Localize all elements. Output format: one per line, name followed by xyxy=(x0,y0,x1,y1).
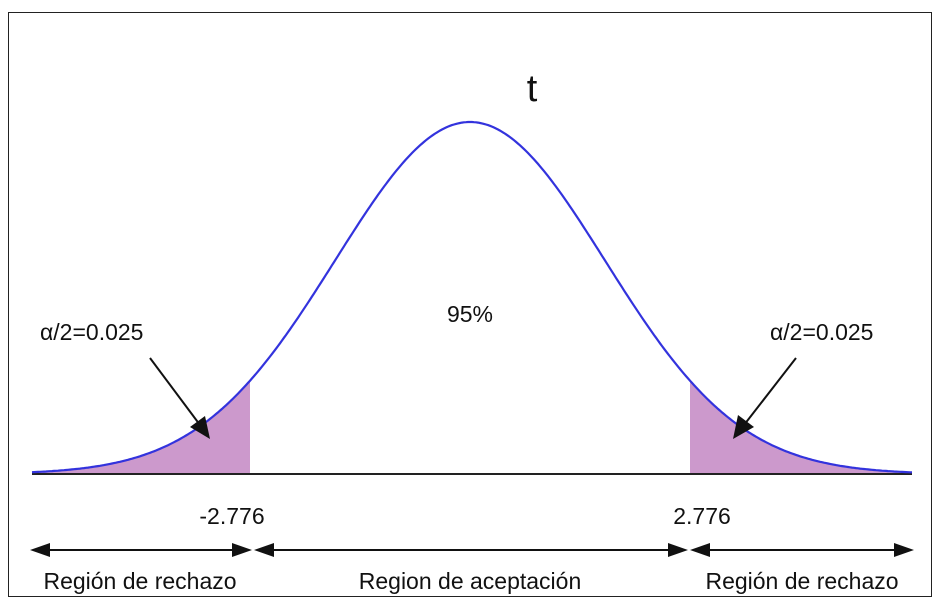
region-left-label: Región de rechazo xyxy=(43,568,236,594)
alpha-left-pointer-arrow xyxy=(149,357,210,439)
region-right-arrow xyxy=(690,543,914,557)
acceptance-percentage-label: 95% xyxy=(447,301,493,327)
alpha-left-label: α/2=0.025 xyxy=(40,319,143,345)
critical-value-left-label: -2.776 xyxy=(199,503,264,529)
right-rejection-tail-shading xyxy=(690,380,912,474)
alpha-right-label: α/2=0.025 xyxy=(770,319,873,345)
figure-frame xyxy=(8,12,932,597)
alpha-right-pointer-arrow xyxy=(733,357,797,439)
left-rejection-tail-shading xyxy=(32,380,250,474)
figure-title: t xyxy=(527,68,538,110)
region-center-label: Region de aceptación xyxy=(359,568,582,594)
region-left-arrow xyxy=(30,543,252,557)
critical-value-right-label: 2.776 xyxy=(673,503,731,529)
t-density-curve xyxy=(31,120,912,474)
region-center-arrow xyxy=(254,543,688,557)
region-right-label: Región de rechazo xyxy=(705,568,898,594)
